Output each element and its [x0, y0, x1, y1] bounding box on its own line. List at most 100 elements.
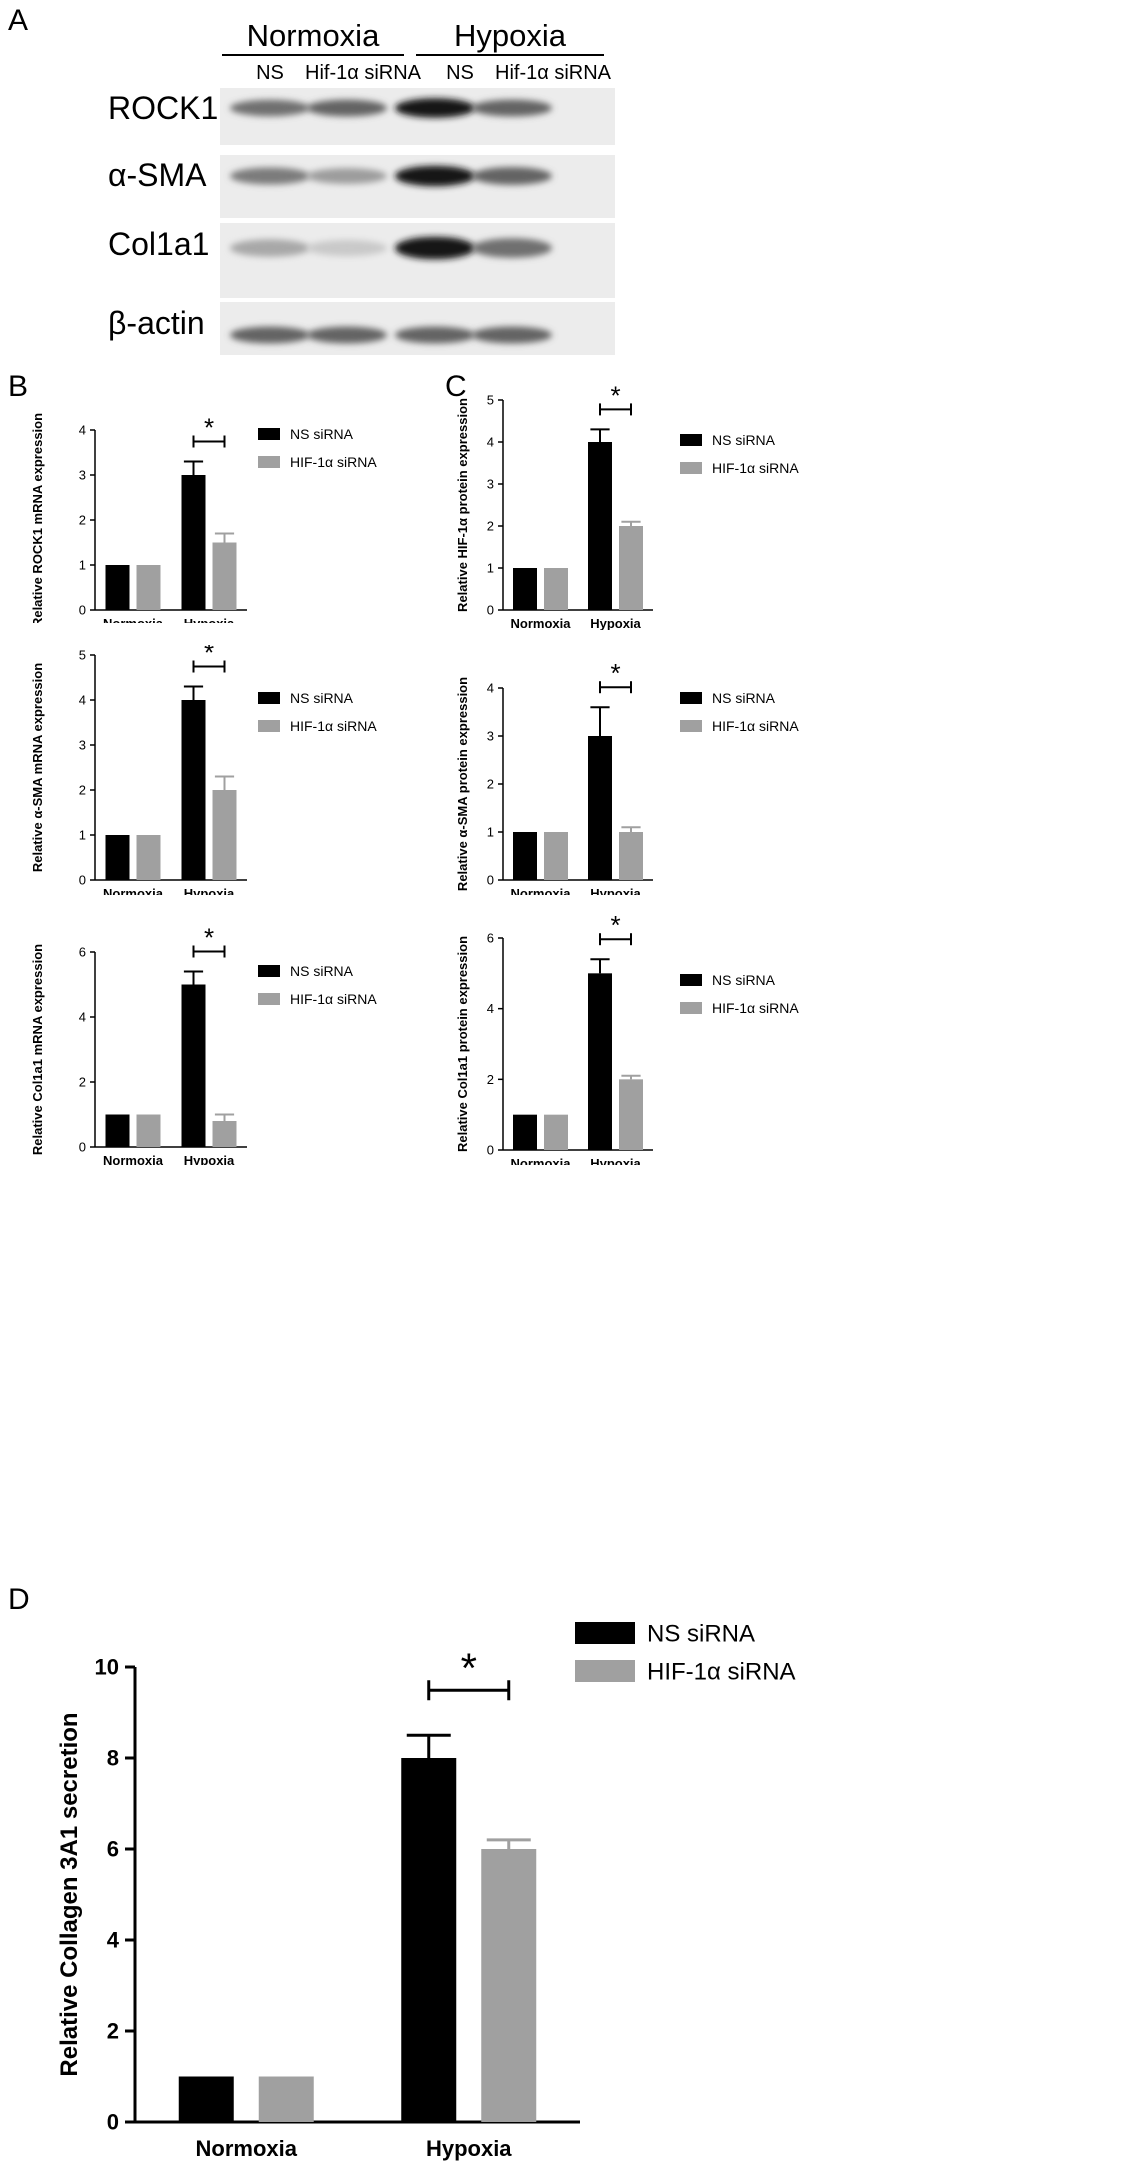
- chart-asma-mrna: 0 1 2 3 4 5 Relative α-SMA mRNA expression Norm…: [30, 645, 377, 895]
- y-axis-label: Relative Col1a1 protein expression: [455, 936, 470, 1152]
- x-tick-label: Normoxia: [511, 886, 572, 895]
- y-tick-label: 5: [79, 648, 86, 663]
- condition-header-normoxia: Normoxia: [246, 18, 380, 53]
- blot-band: [230, 239, 310, 257]
- y-tick-label: 4: [79, 423, 86, 438]
- significance-star: *: [610, 658, 620, 688]
- blot-band: [230, 99, 310, 117]
- legend-swatch-ns-sirna: [575, 1622, 635, 1644]
- panel-label-a: A: [8, 4, 29, 37]
- y-tick-label: 2: [107, 2019, 119, 2044]
- y-tick-label: 0: [487, 603, 494, 618]
- bar-ns-sirna-hypoxia: [181, 700, 206, 880]
- legend-label-ns-sirna: NS siRNA: [290, 426, 354, 442]
- y-tick-label: 2: [79, 513, 86, 528]
- y-tick-label: 0: [79, 603, 86, 618]
- y-tick-label: 4: [487, 681, 494, 696]
- x-tick-label: Hypoxia: [184, 886, 235, 895]
- legend-label-hif1a-sirna: HIF-1α siRNA: [647, 1658, 796, 1685]
- legend-label-hif1a-sirna: HIF-1α siRNA: [290, 718, 377, 734]
- legend-label-ns-sirna: NS siRNA: [712, 432, 776, 448]
- x-tick-label: Hypoxia: [590, 886, 641, 895]
- chart-rock1-mrna: 0 1 2 3 4 Relative ROCK1 mRNA expression Normo…: [30, 413, 377, 624]
- chart-collagen3a1-secretion: 0 2 4 6 8 10 Relative Collagen 3A1 secretion No…: [56, 1620, 796, 2161]
- legend-label-ns-sirna: NS siRNA: [712, 972, 776, 988]
- western-blot-image: [220, 88, 615, 355]
- y-tick-label: 1: [487, 561, 494, 576]
- chart-asma-protein: 0 1 2 3 4 Relative α-SMA protein expression No…: [455, 658, 799, 895]
- legend-swatch-hif1a-sirna: [258, 993, 280, 1005]
- bar-hif1a-sirna-hypoxia: [619, 832, 643, 880]
- bar-hif1a-sirna-hypoxia: [212, 1121, 237, 1147]
- bar-hif1a-sirna-hypoxia: [619, 526, 643, 610]
- protein-label-bactin: β-actin: [108, 305, 205, 341]
- significance-star: *: [204, 923, 214, 953]
- y-tick-label: 0: [79, 873, 86, 888]
- protein-label-col1a1: Col1a1: [108, 226, 210, 262]
- bar-hif1a-sirna-normoxia: [136, 835, 161, 880]
- blot-band: [307, 326, 387, 344]
- x-tick-label: Normoxia: [103, 886, 164, 895]
- bar-ns-sirna-hypoxia: [401, 1758, 457, 2122]
- bar-hif1a-sirna-normoxia: [258, 2076, 314, 2122]
- y-tick-label: 1: [79, 558, 86, 573]
- bar-ns-sirna-normoxia: [513, 1114, 537, 1150]
- legend-label-ns-sirna: NS siRNA: [290, 690, 354, 706]
- y-axis-label: Relative α-SMA mRNA expression: [30, 663, 45, 872]
- x-tick-label: Normoxia: [511, 616, 572, 630]
- legend-label-hif1a-sirna: HIF-1α siRNA: [712, 718, 799, 734]
- bar-hif1a-sirna-hypoxia: [619, 1079, 643, 1150]
- legend-swatch-hif1a-sirna: [575, 1660, 635, 1682]
- x-tick-label: Hypoxia: [184, 616, 235, 623]
- y-tick-label: 3: [79, 738, 86, 753]
- blot-band: [395, 165, 475, 187]
- x-tick-label: Normoxia: [103, 1153, 164, 1165]
- x-tick-label: Normoxia: [511, 1156, 572, 1165]
- y-tick-label: 1: [79, 828, 86, 843]
- chart-col1a1-mrna: 0 2 4 6 Relative Col1a1 mRNA expression Normo…: [30, 923, 377, 1166]
- bar-hif1a-sirna-normoxia: [544, 1114, 568, 1150]
- bar-hif1a-sirna-normoxia: [544, 832, 568, 880]
- bar-ns-sirna-normoxia: [105, 565, 130, 610]
- bar-ns-sirna-normoxia: [105, 835, 130, 880]
- blot-band: [230, 167, 310, 185]
- y-tick-label: 6: [107, 1837, 119, 1862]
- y-axis-label: Relative α-SMA protein expression: [455, 677, 470, 891]
- blot-band: [472, 99, 552, 117]
- significance-star: *: [610, 380, 620, 410]
- blot-band: [307, 99, 387, 117]
- blot-band: [230, 326, 310, 344]
- y-tick-label: 10: [95, 1655, 119, 1680]
- y-tick-label: 4: [107, 1928, 120, 1953]
- y-tick-label: 2: [487, 1072, 494, 1087]
- bar-ns-sirna-hypoxia: [588, 973, 612, 1150]
- bar-ns-sirna-normoxia: [513, 832, 537, 880]
- y-tick-label: 3: [79, 468, 86, 483]
- x-tick-label: Hypoxia: [590, 1156, 641, 1165]
- condition-underline-normoxia: [222, 54, 404, 56]
- panel-label-d: D: [8, 1583, 30, 1616]
- panel-label-b: B: [8, 370, 29, 403]
- bar-hif1a-sirna-normoxia: [136, 1114, 161, 1147]
- legend-swatch-ns-sirna: [258, 428, 280, 440]
- y-tick-label: 2: [487, 519, 494, 534]
- y-axis-label: Relative Collagen 3A1 secretion: [56, 1712, 83, 2076]
- protein-label-asma: α-SMA: [108, 157, 207, 193]
- legend-label-hif1a-sirna: HIF-1α siRNA: [290, 454, 377, 470]
- blot-strip: [220, 155, 615, 218]
- legend-swatch-ns-sirna: [680, 974, 702, 986]
- legend-swatch-ns-sirna: [258, 692, 280, 704]
- bar-ns-sirna-normoxia: [178, 2076, 234, 2122]
- legend-label-hif1a-sirna: HIF-1α siRNA: [712, 1000, 799, 1016]
- y-tick-label: 0: [487, 1143, 494, 1158]
- bar-ns-sirna-hypoxia: [181, 984, 206, 1147]
- bar-hif1a-sirna-normoxia: [136, 565, 161, 610]
- blot-band: [395, 236, 475, 260]
- y-tick-label: 3: [487, 477, 494, 492]
- x-tick-label: Hypoxia: [184, 1153, 235, 1165]
- y-axis-label: Relative Col1a1 mRNA expression: [30, 944, 45, 1155]
- legend-swatch-ns-sirna: [680, 434, 702, 446]
- lane-label-hif-hypoxia: Hif-1α siRNA: [495, 62, 612, 84]
- y-tick-label: 8: [107, 1746, 119, 1771]
- bar-ns-sirna-normoxia: [105, 1114, 130, 1147]
